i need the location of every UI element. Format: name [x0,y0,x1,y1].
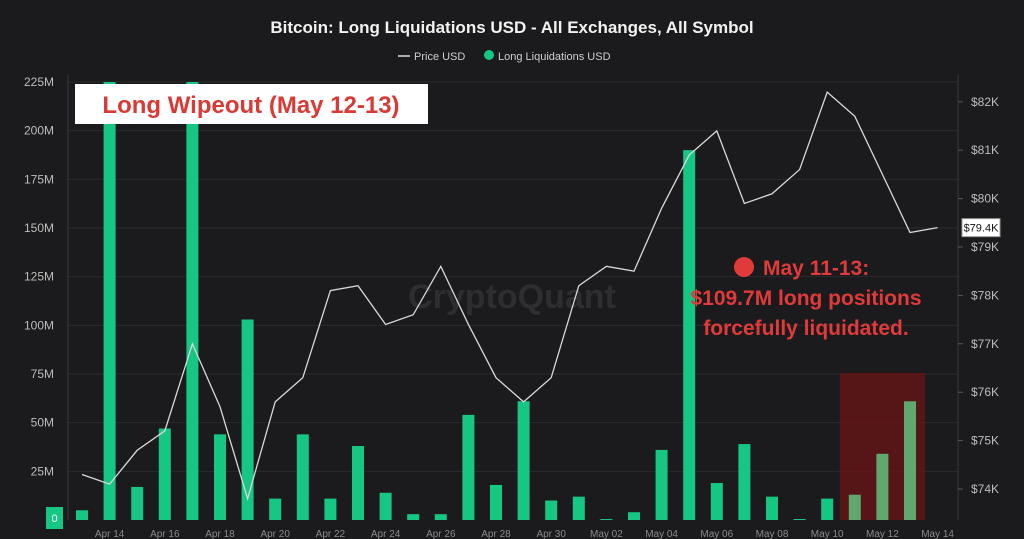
y-right-tick-label: $75K [971,434,999,448]
legend: Price USD Long Liquidations USD [398,50,611,63]
bar [324,498,337,520]
callout-line-1: May 11-13: [763,257,869,280]
y-left-tick-label: 125M [24,270,54,284]
legend-liquidations-label[interactable]: Long Liquidations USD [498,51,611,63]
x-tick-label: Apr 30 [536,529,566,539]
liquidation-callout: May 11-13: $109.7M long positions forcef… [690,257,922,340]
zero-label-box [46,507,63,529]
price-line-layer [81,91,938,501]
y-left-tick-label: 75M [31,367,54,381]
bar [379,492,392,520]
y-right-tick-label: $82K [971,95,999,109]
x-axis: Apr 14 Apr 16 Apr 18 Apr 20 Apr 22 Apr 24 Apr … [95,529,955,539]
bar [793,519,806,520]
bars [76,82,916,520]
y-right-tick-label: $79K [971,240,999,254]
wipeout-annotation: Long Wipeout (May 12-13) [75,84,428,124]
bar [600,519,613,520]
right-axis: $74K $75K $76K $77K $78K $79K $80K $81K $82K $79.… [957,75,1001,520]
y-right-tick-label: $78K [971,288,999,302]
x-tick-label: May 06 [700,529,733,539]
x-tick-label: Apr 24 [371,529,401,539]
x-tick-label: May 10 [811,529,844,539]
y-right-tick-label: $74K [971,482,999,496]
bar [186,82,199,520]
bar [738,444,751,520]
x-tick-label: May 14 [921,529,954,539]
last-price-label: $79.4K [964,223,1000,235]
callout-dot [734,257,754,277]
bar [517,401,530,520]
y-left-tick-label: 50M [31,416,54,430]
bar [103,82,116,520]
bar [545,500,558,520]
bar [490,484,502,520]
bar [821,498,834,520]
bar [158,428,171,520]
x-tick-label: May 08 [756,529,789,539]
left-axis: 25M 50M 75M 100M 125M 150M 175M 200M 225M 0 [24,75,69,529]
bar [655,449,668,520]
bar [572,496,585,520]
bar [848,494,861,520]
callout-line-2: $109.7M long positions [690,287,921,310]
wipeout-label: Long Wipeout (May 12-13) [102,92,399,119]
legend-bar-swatch [484,50,494,60]
y-left-tick-label: 200M [24,124,54,138]
bar [214,434,226,520]
y-right-tick-label: $76K [971,385,999,399]
bar [352,446,364,520]
bar [710,483,723,520]
price-line [81,91,938,501]
callout-line-3: forcefully liquidated. [703,317,908,340]
legend-price-label[interactable]: Price USD [414,51,465,63]
y-left-tick-label: 175M [24,172,54,186]
watermark: CryptoQuant [408,278,616,316]
chart-title: Bitcoin: Long Liquidations USD - All Exc… [270,18,753,37]
bar [269,498,282,520]
y-left-tick-label: 0 [51,513,57,525]
bar [76,510,88,520]
bar [766,496,778,520]
x-tick-label: Apr 20 [260,529,290,539]
x-tick-label: May 02 [590,529,623,539]
x-tick-label: Apr 22 [316,529,346,539]
bar [434,514,447,520]
bar [628,512,640,520]
bar [131,486,144,520]
bar [683,150,696,520]
x-tick-label: Apr 26 [426,529,456,539]
x-tick-label: May 04 [645,529,678,539]
y-left-tick-label: 25M [31,464,54,478]
x-tick-label: Apr 16 [150,529,180,539]
x-tick-label: Apr 28 [481,529,511,539]
bar [876,453,889,520]
x-tick-label: May 12 [866,529,899,539]
wipeout-label-box [75,84,428,124]
bar [904,401,916,520]
bar [462,414,475,520]
y-left-tick-label: 100M [24,318,54,332]
x-tick-label: Apr 14 [95,529,125,539]
y-right-tick-label: $77K [971,337,999,351]
y-left-tick-label: 225M [24,75,54,89]
y-right-tick-label: $81K [971,143,999,157]
bar [296,434,309,520]
last-price-tag [961,218,1001,238]
y-right-tick-label: $80K [971,192,999,206]
bar [241,319,254,520]
grid [68,81,958,472]
y-left-tick-label: 150M [24,221,54,235]
x-tick-label: Apr 18 [205,529,235,539]
bar [407,514,420,520]
